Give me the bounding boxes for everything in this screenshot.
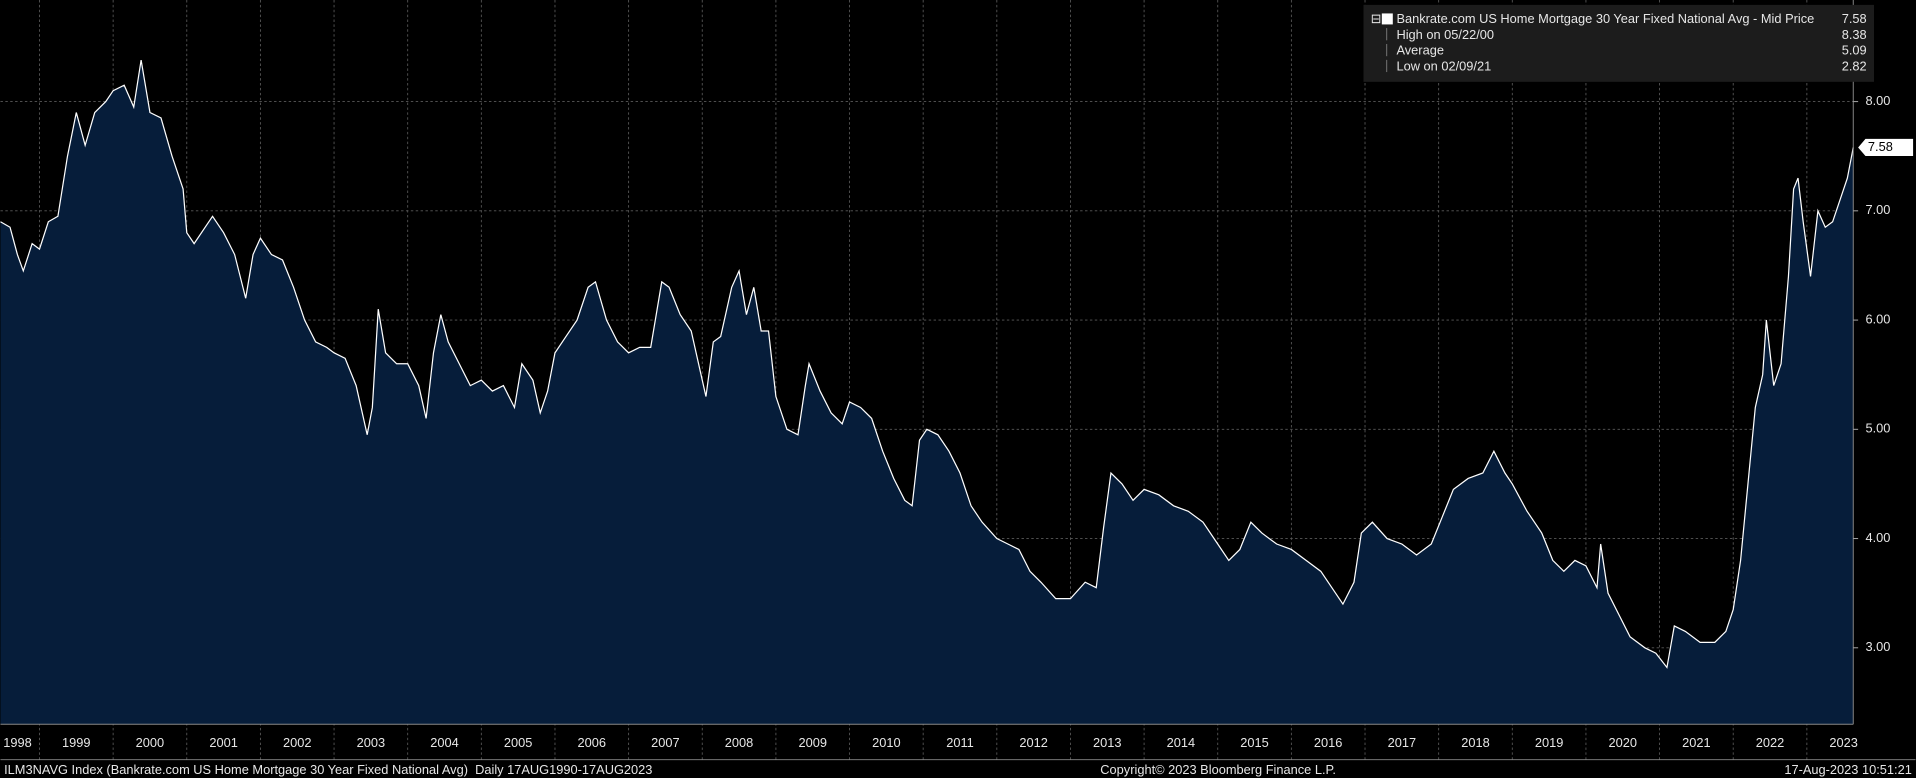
y-tick-label: 7.00 [1865, 202, 1890, 217]
legend-stat-value: 5.09 [1842, 43, 1867, 58]
y-tick-label: 3.00 [1865, 639, 1890, 654]
x-tick-label: 2000 [136, 735, 165, 750]
last-value-tag [1858, 138, 1914, 157]
y-tick-label: 8.00 [1865, 93, 1890, 108]
x-tick-label: 2010 [872, 735, 901, 750]
x-tick-label: 2009 [798, 735, 827, 750]
source-note: ILM3NAVG Index (Bankrate.com US Home Mor… [4, 762, 652, 777]
legend-swatch [1381, 13, 1393, 25]
x-tick-label: 2013 [1093, 735, 1122, 750]
legend-stat-value: 2.82 [1842, 59, 1867, 74]
x-tick-label: 2014 [1167, 735, 1196, 750]
x-tick-label: 2008 [725, 735, 754, 750]
x-tick-label: 2012 [1019, 735, 1048, 750]
x-tick-label: 2019 [1535, 735, 1564, 750]
legend-last-value: 7.58 [1842, 11, 1867, 26]
legend-stat-value: 8.38 [1842, 27, 1867, 42]
legend-stat-label: Average [1396, 43, 1443, 58]
plot-area [0, 0, 1854, 760]
x-tick-label: 2006 [578, 735, 607, 750]
x-tick-label: 2007 [651, 735, 680, 750]
legend-icon: ⊟ [1371, 11, 1382, 26]
y-tick-label: 5.00 [1865, 421, 1890, 436]
x-tick-label: 2005 [504, 735, 533, 750]
x-tick-label: 2002 [283, 735, 312, 750]
y-tick-label: 6.00 [1865, 311, 1890, 326]
area-fill [0, 60, 1854, 725]
legend-stat-label: Low on 02/09/21 [1396, 59, 1491, 74]
copyright: Copyright© 2023 Bloomberg Finance L.P. [1100, 762, 1336, 777]
x-tick-label: 2023 [1829, 735, 1858, 750]
last-value-label: 7.58 [1868, 139, 1893, 154]
x-tick-label: 2011 [946, 735, 974, 750]
legend-stat-label: High on 05/22/00 [1396, 27, 1494, 42]
x-tick-label: 2001 [209, 735, 238, 750]
x-tick-label: 1999 [62, 735, 91, 750]
x-tick-label: 2020 [1608, 735, 1637, 750]
x-tick-label: 2017 [1388, 735, 1417, 750]
y-tick-label: 4.00 [1865, 530, 1890, 545]
x-tick-label: 2004 [430, 735, 459, 750]
timestamp: 17-Aug-2023 10:51:21 [1784, 762, 1912, 777]
series-line [0, 59, 1854, 669]
x-tick-label: 2021 [1682, 735, 1711, 750]
x-tick-label: 2018 [1461, 735, 1490, 750]
legend-box [1363, 4, 1875, 82]
x-tick-label: 1998 [3, 735, 32, 750]
legend: ⊟ Bankrate.com US Home Mortgage 30 Year … [1363, 4, 1875, 82]
x-tick-label: 2015 [1240, 735, 1269, 750]
x-tick-label: 2022 [1756, 735, 1785, 750]
legend-series-name: Bankrate.com US Home Mortgage 30 Year Fi… [1396, 11, 1814, 26]
x-tick-label: 2003 [357, 735, 386, 750]
x-tick-label: 2016 [1314, 735, 1343, 750]
